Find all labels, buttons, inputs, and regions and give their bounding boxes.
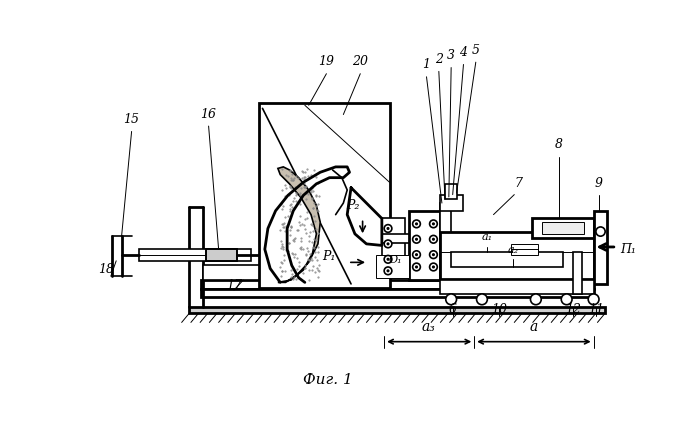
Circle shape: [415, 265, 418, 269]
Circle shape: [432, 238, 435, 241]
Bar: [201, 280, 594, 289]
Bar: [409, 211, 440, 280]
Text: 10: 10: [491, 303, 507, 316]
Text: 18: 18: [98, 263, 114, 276]
Circle shape: [432, 253, 435, 256]
Circle shape: [588, 294, 599, 305]
Circle shape: [430, 251, 438, 258]
Circle shape: [446, 294, 456, 305]
Bar: [139, 249, 251, 261]
Bar: [203, 265, 265, 280]
Text: 1: 1: [423, 58, 430, 71]
Circle shape: [415, 253, 418, 256]
Text: P₂: P₂: [346, 199, 359, 212]
Text: O₁: O₁: [389, 254, 402, 265]
Circle shape: [384, 267, 392, 275]
Circle shape: [386, 269, 389, 273]
Circle shape: [477, 294, 487, 305]
Text: Фиг. 1: Фиг. 1: [303, 373, 353, 387]
Polygon shape: [278, 167, 321, 282]
Bar: [206, 249, 237, 261]
Bar: [201, 289, 594, 297]
Text: 3: 3: [447, 49, 455, 62]
Circle shape: [561, 294, 572, 305]
Circle shape: [415, 222, 418, 225]
Circle shape: [430, 263, 438, 271]
Bar: [382, 234, 420, 243]
Circle shape: [412, 220, 420, 228]
Bar: [377, 254, 409, 278]
Text: 5: 5: [472, 44, 480, 57]
Text: 6: 6: [449, 303, 456, 316]
Text: a₃: a₃: [422, 320, 436, 334]
Circle shape: [412, 235, 420, 243]
Text: 16: 16: [201, 108, 216, 121]
Text: a: a: [529, 320, 538, 334]
Bar: [532, 218, 594, 238]
Bar: [452, 251, 563, 267]
Text: 15: 15: [124, 113, 139, 126]
Circle shape: [386, 243, 389, 246]
Bar: [440, 203, 452, 280]
Circle shape: [386, 258, 389, 261]
Text: 12: 12: [565, 303, 581, 316]
Circle shape: [384, 255, 392, 263]
Circle shape: [412, 251, 420, 258]
Text: 17: 17: [226, 279, 242, 292]
Circle shape: [432, 222, 435, 225]
Text: П₁: П₁: [621, 243, 636, 256]
Circle shape: [596, 227, 605, 236]
Bar: [206, 249, 237, 261]
Text: 4: 4: [459, 46, 468, 59]
Circle shape: [432, 265, 435, 269]
Bar: [594, 211, 608, 284]
Text: 2: 2: [435, 53, 443, 66]
Text: 19: 19: [318, 55, 335, 68]
Text: a₁: a₁: [482, 232, 493, 242]
Bar: [440, 195, 463, 211]
Bar: [445, 184, 456, 199]
Text: P₁: P₁: [322, 250, 336, 263]
Bar: [440, 232, 594, 279]
Circle shape: [412, 263, 420, 271]
Bar: [573, 251, 582, 294]
Circle shape: [415, 238, 418, 241]
Text: 7: 7: [514, 177, 522, 190]
Text: 20: 20: [352, 55, 368, 68]
Circle shape: [430, 235, 438, 243]
Text: 11: 11: [588, 303, 604, 316]
Circle shape: [384, 224, 392, 232]
Bar: [258, 103, 389, 288]
Bar: [189, 307, 606, 313]
Bar: [542, 222, 584, 234]
Circle shape: [531, 294, 541, 305]
Circle shape: [430, 220, 438, 228]
Text: a₂: a₂: [508, 245, 518, 254]
Text: 9: 9: [595, 177, 603, 190]
Circle shape: [384, 240, 392, 248]
Bar: [382, 218, 405, 276]
Text: 8: 8: [555, 138, 563, 151]
Bar: [440, 280, 594, 294]
Bar: [511, 244, 538, 255]
Circle shape: [386, 227, 389, 230]
